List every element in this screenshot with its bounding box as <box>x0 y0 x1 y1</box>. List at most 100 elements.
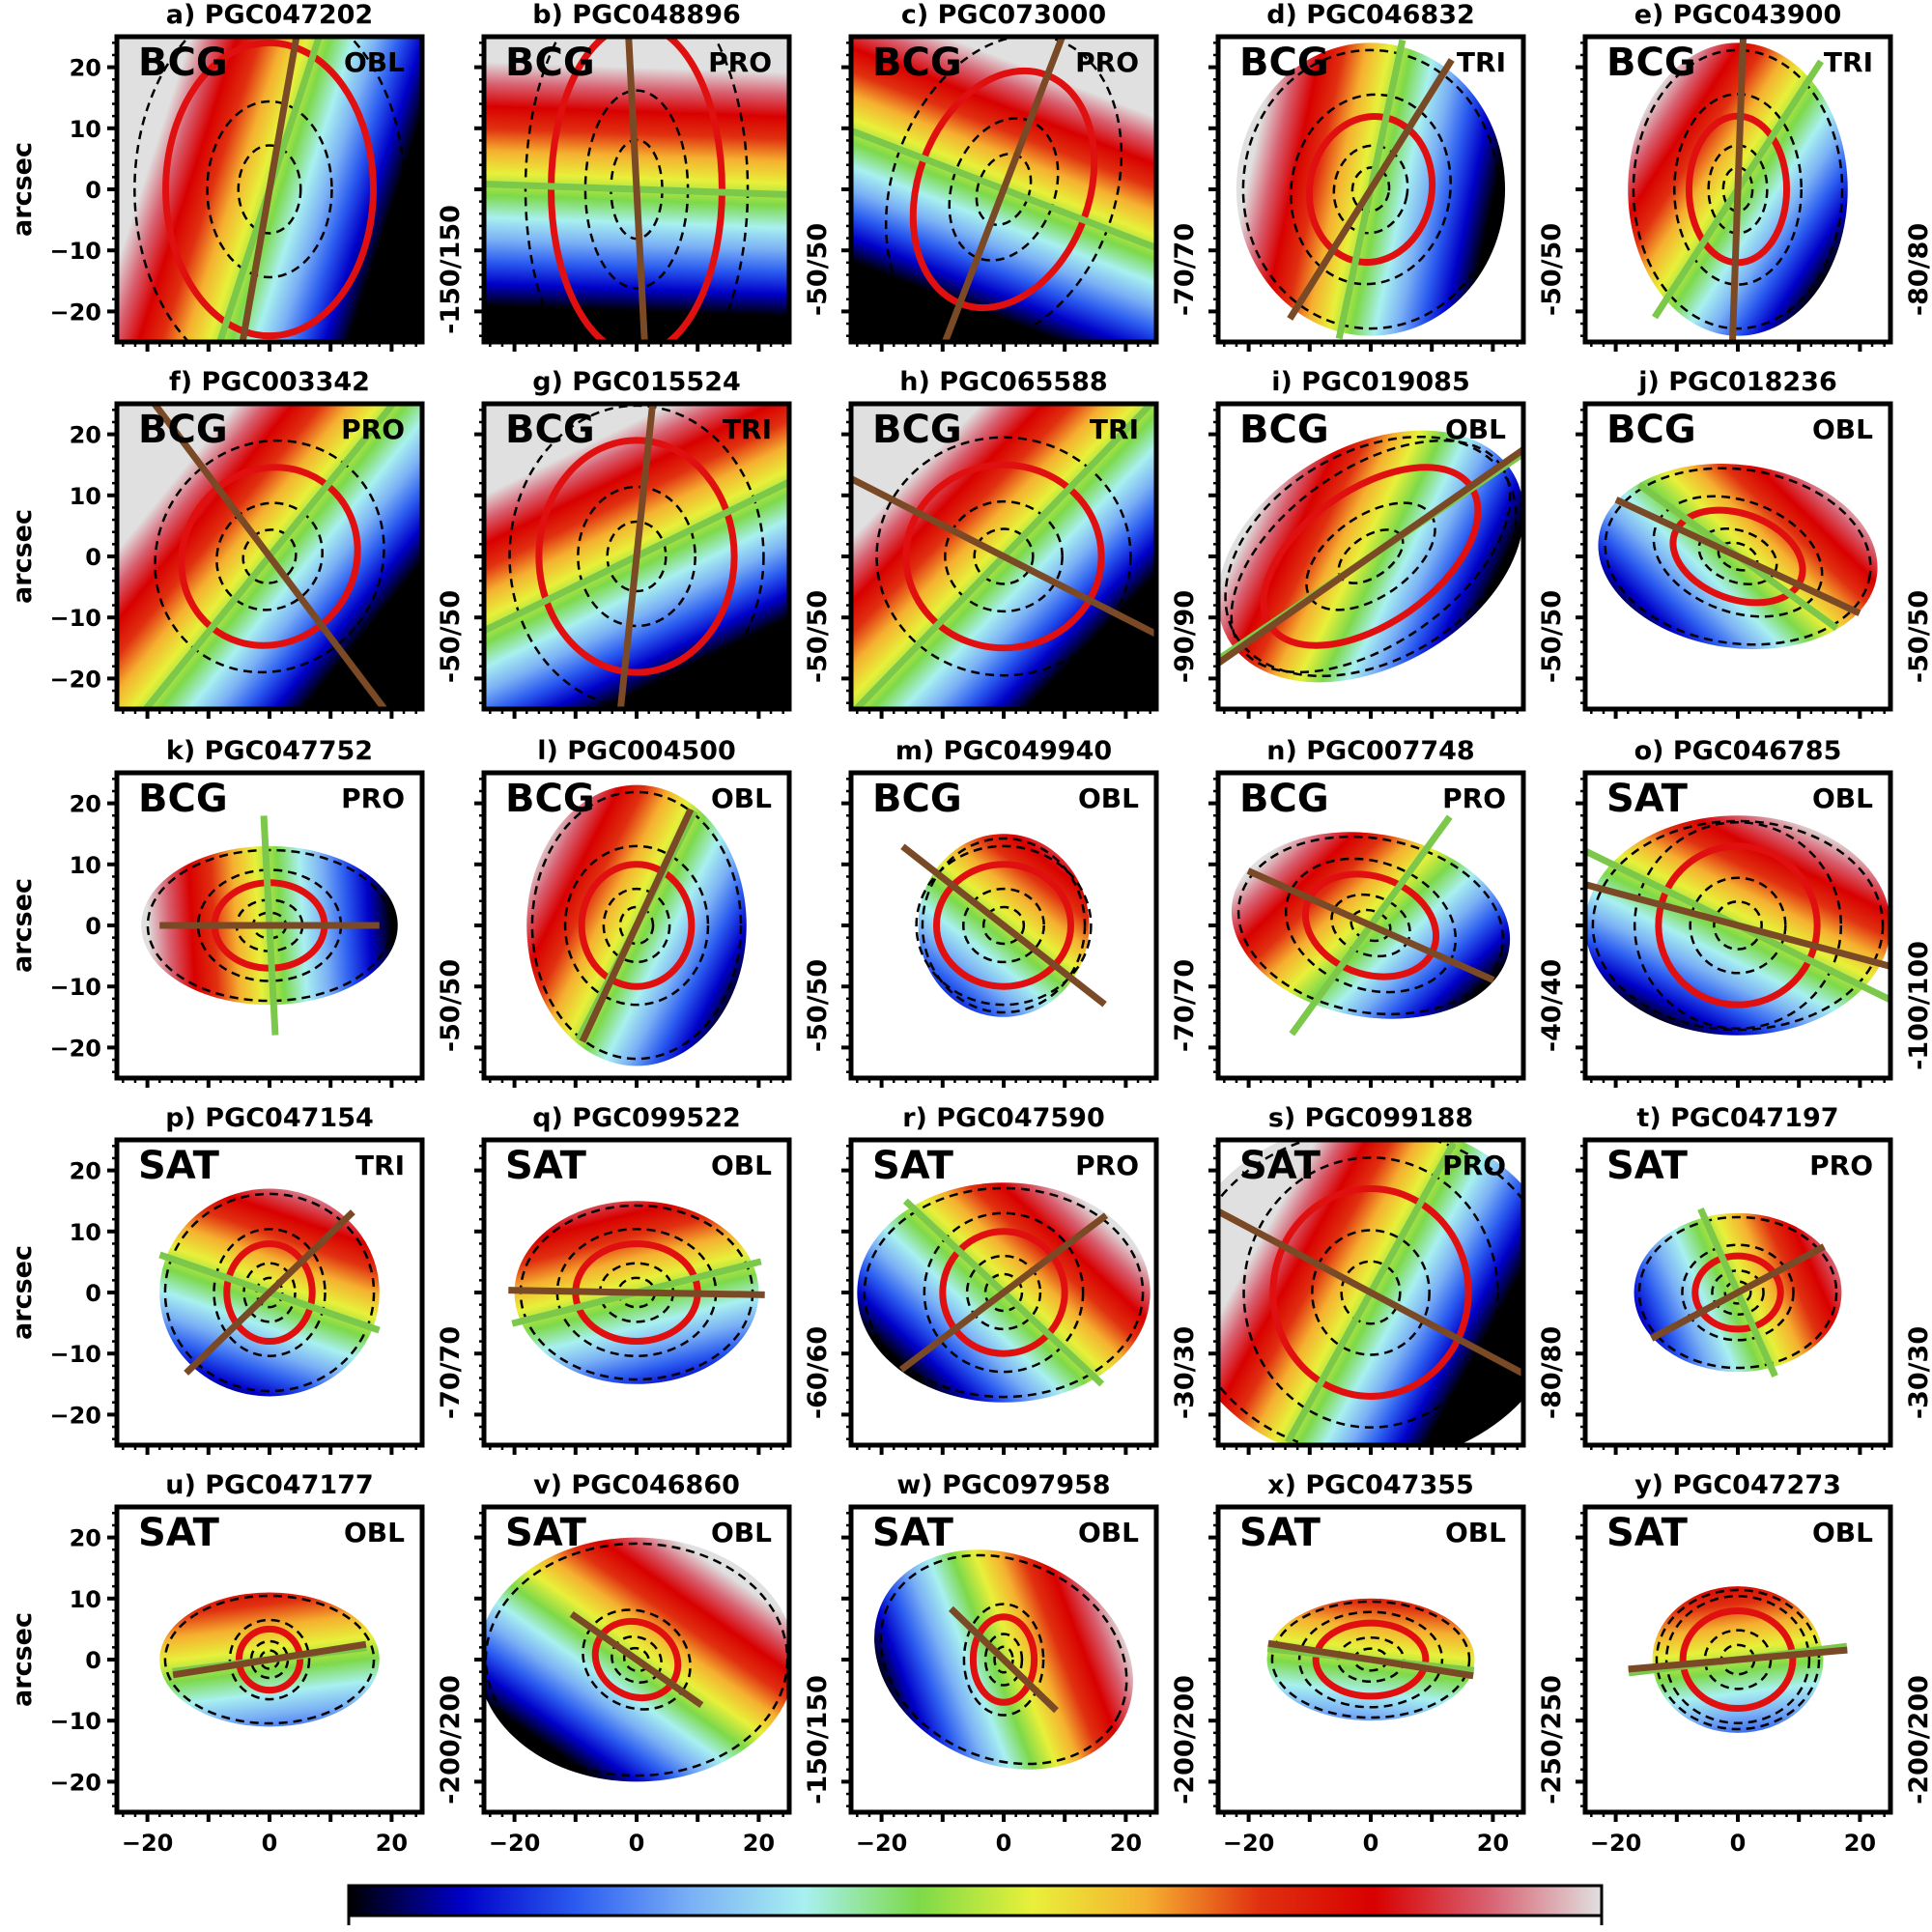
fitted-ellipse <box>932 861 1075 990</box>
isophote-contour <box>875 436 1132 677</box>
y-tick-label: −10 <box>49 238 101 265</box>
isophote-contour <box>983 1633 1024 1687</box>
shape-class-label: OBL <box>711 1517 772 1548</box>
isophote-contour <box>606 520 668 593</box>
x-tick-label: 0 <box>262 1830 278 1857</box>
isophote-contour <box>981 905 1026 946</box>
x-tick-label: −20 <box>489 1830 541 1857</box>
environment-label: BCG <box>505 408 595 452</box>
shape-class-label: OBL <box>344 1517 405 1548</box>
velocity-range-label: -100/100 <box>1904 941 1932 1070</box>
isophote-contour <box>1681 1243 1795 1342</box>
outer-contour <box>1591 819 1885 1032</box>
outer-contour <box>1224 435 1518 678</box>
fitted-ellipse <box>223 1239 316 1346</box>
velocity-range-label: -80/80 <box>1537 1326 1567 1419</box>
isophote-contour <box>618 905 655 946</box>
panel: f) PGC003342 BCG PRO 20 10 0 −10 −20 arcsec -50/5… <box>8 367 466 719</box>
velocity-range-label: -200/200 <box>1904 1675 1932 1804</box>
environment-label: SAT <box>1239 1144 1321 1188</box>
y-tick-label: −10 <box>49 974 101 1001</box>
shape-class-label: OBL <box>1078 1517 1139 1548</box>
panel: d) PGC046832 BCG TRI -50/50 <box>1208 0 1567 352</box>
fitted-ellipse <box>1679 1606 1797 1713</box>
y-tick-label: −20 <box>49 1402 101 1429</box>
panel-title: l) PGC004500 <box>537 736 735 766</box>
velocity-range-label: -50/50 <box>803 959 833 1052</box>
shape-class-label: TRI <box>1457 46 1506 78</box>
environment-label: BCG <box>1239 777 1329 821</box>
panel-title: v) PGC046860 <box>533 1470 740 1500</box>
x-tick-label: 20 <box>743 1830 775 1857</box>
panel-title: n) PGC007748 <box>1266 736 1474 766</box>
panel: i) PGC019085 BCG OBL -50/50 <box>1208 367 1567 719</box>
panel: u) PGC047177 SAT OBL 20 10 0 −10 −20 arcsec −20 0 2… <box>8 1470 466 1857</box>
isophote-contour <box>1664 1595 1811 1724</box>
panel-title: r) PGC047590 <box>902 1103 1105 1133</box>
panel: v) PGC046860 SAT OBL −20 0 20 -150/150 <box>474 1470 833 1857</box>
fitted-ellipse <box>1301 870 1440 980</box>
colorbar <box>347 1884 1604 1925</box>
environment-label: SAT <box>505 1511 587 1555</box>
shape-class-label: OBL <box>711 782 772 814</box>
environment-label: BCG <box>138 777 228 821</box>
panel-plot-area <box>1218 1507 1523 1812</box>
y-tick-label: −10 <box>49 605 101 632</box>
fitted-ellipse <box>1312 1619 1430 1700</box>
panel-title: a) PGC047202 <box>166 0 373 30</box>
y-tick-label: 20 <box>70 1158 101 1185</box>
environment-label: SAT <box>138 1511 220 1555</box>
velocity-range-label: -70/70 <box>436 1326 466 1419</box>
panel-grid: a) PGC047202 BCG OBL 20 10 0 −10 −20 arcsec -150/… <box>8 0 1932 1857</box>
panel: y) PGC047273 SAT OBL −20 0 20 -200/200 <box>1576 1470 1932 1857</box>
velocity-range-label: -150/150 <box>436 205 466 334</box>
panel: n) PGC007748 BCG PRO -40/40 <box>1208 736 1567 1088</box>
outer-contour <box>1236 835 1505 1016</box>
panel-plot-area <box>484 37 789 342</box>
fitted-ellipse <box>535 437 738 676</box>
panel: r) PGC047590 SAT PRO -30/30 <box>841 1103 1200 1455</box>
brown-axis-line <box>1728 37 1747 342</box>
fitted-ellipse <box>939 1228 1068 1357</box>
fitted-ellipse <box>578 861 696 990</box>
velocity-range-label: -80/80 <box>1904 223 1932 316</box>
panel: e) PGC043900 BCG TRI -80/80 <box>1576 0 1932 352</box>
brown-axis-line <box>949 1605 1059 1714</box>
shape-class-label: OBL <box>344 46 405 78</box>
panel: c) PGC073000 BCG PRO -70/70 <box>841 0 1200 352</box>
outer-contour <box>1655 1588 1821 1731</box>
brown-axis-line <box>1614 497 1861 616</box>
isophote-contour <box>923 1211 1085 1374</box>
panel-plot-area <box>851 773 1156 1078</box>
y-axis-label: arcsec <box>8 142 38 237</box>
shape-class-label: TRI <box>355 1150 405 1181</box>
panel: p) PGC047154 SAT TRI 20 10 0 −10 −20 arcsec -70/7… <box>8 1103 466 1455</box>
shape-class-label: PRO <box>1442 1150 1506 1181</box>
isophote-contour <box>1711 1268 1765 1317</box>
isophote-contour <box>962 887 1045 964</box>
isophote-contour <box>944 499 1064 613</box>
x-tick-label: 0 <box>629 1830 645 1857</box>
panel: g) PGC015524 BCG TRI -50/50 <box>474 367 833 719</box>
isophote-contour <box>242 528 298 584</box>
y-tick-label: 0 <box>85 913 101 940</box>
brown-axis-line <box>1287 58 1455 321</box>
panel-plot-area <box>484 773 789 1078</box>
x-tick-label: −20 <box>856 1830 908 1857</box>
velocity-range-label: -200/200 <box>1170 1675 1200 1804</box>
isophote-contour <box>1340 1260 1402 1325</box>
isophote-contour <box>965 1254 1042 1331</box>
brown-axis-line <box>1218 1208 1523 1378</box>
fitted-ellipse <box>969 1613 1038 1706</box>
velocity-range-label: -250/250 <box>1537 1675 1567 1804</box>
y-tick-label: −20 <box>49 1769 101 1796</box>
isophote-contour <box>228 1618 311 1701</box>
environment-label: BCG <box>1606 41 1696 85</box>
outer-contour <box>1637 1215 1838 1370</box>
brown-axis-line <box>900 843 1107 1008</box>
colorbar-gradient <box>347 1884 1604 1918</box>
velocity-range-label: -60/60 <box>803 1326 833 1419</box>
panel-title: o) PGC046785 <box>1634 736 1842 766</box>
brown-axis-line <box>1650 1243 1826 1342</box>
shape-class-label: OBL <box>1812 1517 1873 1548</box>
